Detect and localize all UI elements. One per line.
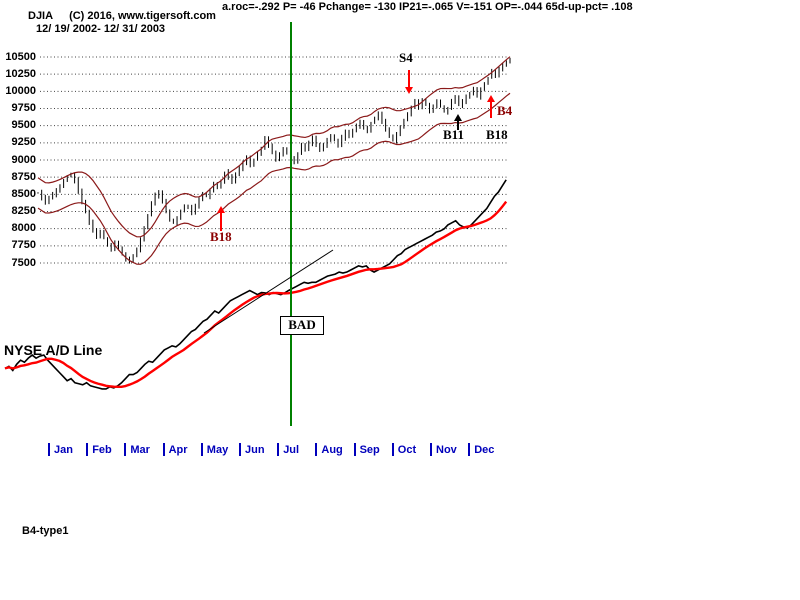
indicator-stats-readout: a.roc=-.292 P= -46 Pchange= -130 IP21=-.…	[222, 1, 633, 13]
copyright-label: (C) 2016, www.tigersoft.com	[69, 10, 216, 22]
month-label-nov: Nov	[436, 444, 457, 456]
y-axis-tick-label: 8000	[11, 222, 36, 235]
month-tick	[239, 443, 241, 456]
month-label-mar: Mar	[130, 444, 150, 456]
month-label-oct: Oct	[397, 444, 417, 456]
nyse-ad-line-label: NYSE A/D Line	[4, 342, 103, 358]
month-tick	[430, 443, 432, 456]
month-label-aug: Aug	[321, 444, 343, 456]
nyse-ad-line	[4, 179, 507, 390]
month-tick	[468, 443, 471, 456]
y-axis-tick-label: 8500	[11, 187, 36, 200]
y-axis-tick-label: 10000	[5, 84, 36, 97]
signal-type-label: B4-type1	[22, 525, 69, 537]
y-axis-tick-label: 9000	[11, 153, 36, 166]
ma-envelope-bands	[37, 56, 511, 265]
month-tick	[48, 443, 50, 456]
y-axis-tick-label: 8250	[11, 205, 36, 217]
annotation-label-s4: S4	[399, 50, 413, 65]
price-gridlines	[40, 56, 509, 264]
month-label-jan: Jan	[54, 444, 73, 456]
month-tick	[162, 443, 165, 456]
annotation-label-b18: B18	[486, 127, 508, 142]
month-tick	[353, 443, 356, 456]
month-tick	[200, 443, 203, 456]
month-label-feb: Feb	[92, 444, 112, 456]
month-label-jun: Jun	[245, 444, 265, 456]
y-axis-tick-label: 7500	[11, 256, 36, 269]
y-axis-tick-label: 9750	[11, 102, 36, 114]
annotation-label-b4: B4	[497, 103, 513, 118]
bad-marker-label: BAD	[280, 316, 324, 335]
symbol-header: DJIA (C) 2016, www.tigersoft.com	[28, 10, 216, 22]
annotation-label-b11: B11	[443, 127, 464, 142]
y-axis-tick-label: 10500	[5, 50, 36, 63]
month-label-apr: Apr	[168, 444, 188, 456]
month-label-sep: Sep	[359, 444, 380, 456]
annotation-label-b18: B18	[210, 229, 232, 244]
month-tick	[391, 443, 394, 456]
month-label-jul: Jul	[283, 444, 300, 456]
month-tick	[124, 443, 127, 456]
symbol-label: DJIA	[28, 10, 54, 22]
y-axis-tick-label: 10250	[5, 67, 36, 80]
month-label-dec: Dec	[474, 444, 495, 456]
chart-annotations	[203, 22, 495, 426]
month-label-may: May	[206, 444, 229, 456]
date-range-label: 12/ 19/ 2002- 12/ 31/ 2003	[36, 23, 166, 35]
month-tick	[86, 443, 89, 456]
y-axis-tick-label: 9500	[11, 119, 36, 132]
month-tick	[277, 443, 280, 456]
y-axis-tick-label: 7750	[11, 239, 36, 252]
y-axis-tick-label: 8750	[11, 170, 36, 183]
month-tick	[315, 443, 318, 456]
y-axis-tick-label: 9250	[11, 136, 36, 149]
ad-line-moving-average	[4, 200, 508, 389]
